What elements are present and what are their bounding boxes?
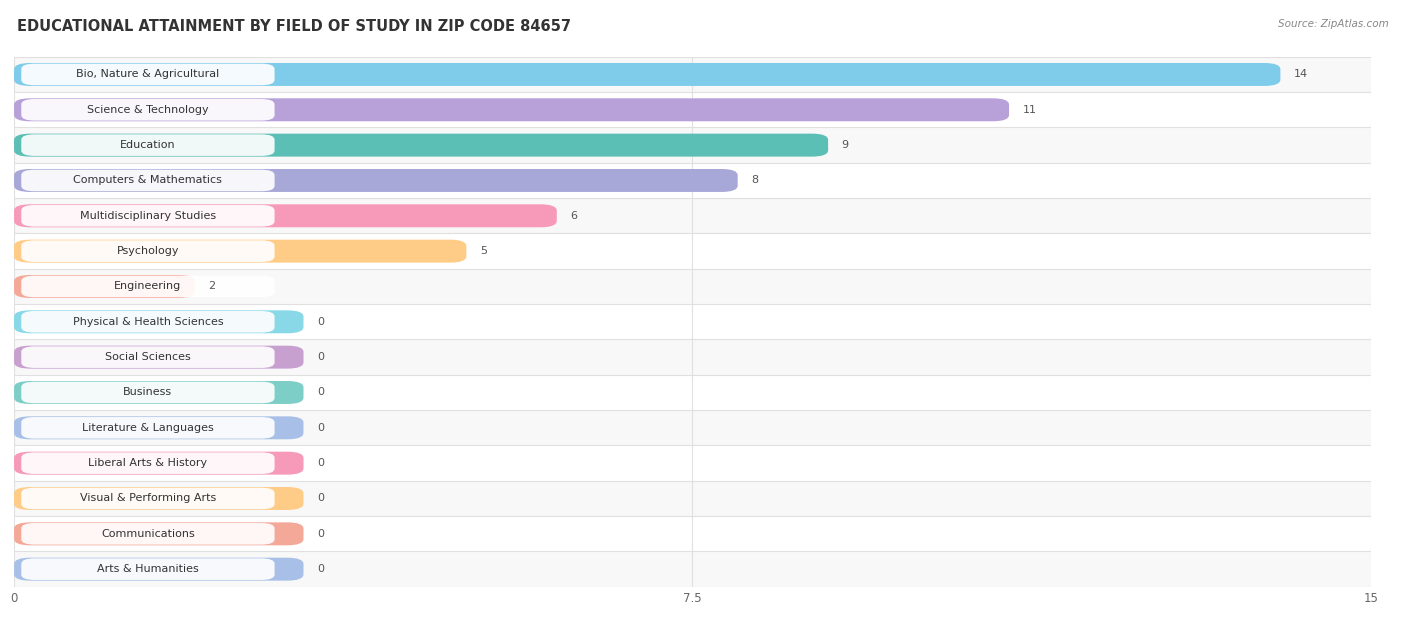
FancyBboxPatch shape <box>21 452 274 474</box>
Bar <box>14 92 1371 127</box>
Text: 0: 0 <box>318 493 323 504</box>
Bar <box>14 198 1371 233</box>
Bar <box>14 375 1371 410</box>
Text: 0: 0 <box>318 352 323 362</box>
FancyBboxPatch shape <box>21 134 274 156</box>
Text: 14: 14 <box>1294 69 1308 80</box>
Text: 0: 0 <box>318 387 323 398</box>
Text: Education: Education <box>120 140 176 150</box>
FancyBboxPatch shape <box>21 417 274 439</box>
Bar <box>14 516 1371 551</box>
Bar <box>14 127 1371 163</box>
Text: 0: 0 <box>318 564 323 574</box>
Text: Visual & Performing Arts: Visual & Performing Arts <box>80 493 217 504</box>
FancyBboxPatch shape <box>21 240 274 262</box>
FancyBboxPatch shape <box>21 558 274 580</box>
Text: Business: Business <box>124 387 173 398</box>
FancyBboxPatch shape <box>14 204 557 227</box>
Text: 9: 9 <box>842 140 849 150</box>
Bar <box>14 410 1371 445</box>
FancyBboxPatch shape <box>14 63 1281 86</box>
Text: Source: ZipAtlas.com: Source: ZipAtlas.com <box>1278 19 1389 29</box>
FancyBboxPatch shape <box>14 346 304 369</box>
Text: 2: 2 <box>208 281 215 292</box>
FancyBboxPatch shape <box>14 558 304 581</box>
Bar <box>14 339 1371 375</box>
Bar <box>14 233 1371 269</box>
Text: Arts & Humanities: Arts & Humanities <box>97 564 198 574</box>
Bar <box>14 445 1371 481</box>
Text: Bio, Nature & Agricultural: Bio, Nature & Agricultural <box>76 69 219 80</box>
Text: Psychology: Psychology <box>117 246 179 256</box>
FancyBboxPatch shape <box>14 381 304 404</box>
Text: 6: 6 <box>571 211 578 221</box>
FancyBboxPatch shape <box>14 240 467 262</box>
FancyBboxPatch shape <box>21 311 274 333</box>
Text: Science & Technology: Science & Technology <box>87 105 208 115</box>
Text: 0: 0 <box>318 458 323 468</box>
Text: 0: 0 <box>318 423 323 433</box>
Text: Communications: Communications <box>101 529 195 539</box>
Text: Liberal Arts & History: Liberal Arts & History <box>89 458 208 468</box>
Bar <box>14 481 1371 516</box>
Text: Social Sciences: Social Sciences <box>105 352 191 362</box>
FancyBboxPatch shape <box>14 522 304 545</box>
Bar <box>14 57 1371 92</box>
FancyBboxPatch shape <box>21 488 274 509</box>
FancyBboxPatch shape <box>21 64 274 85</box>
FancyBboxPatch shape <box>21 346 274 368</box>
Bar <box>14 163 1371 198</box>
FancyBboxPatch shape <box>14 275 195 298</box>
Bar <box>14 551 1371 587</box>
FancyBboxPatch shape <box>14 310 304 333</box>
FancyBboxPatch shape <box>21 276 274 297</box>
Bar <box>14 304 1371 339</box>
FancyBboxPatch shape <box>21 523 274 545</box>
FancyBboxPatch shape <box>21 382 274 403</box>
FancyBboxPatch shape <box>14 169 738 192</box>
Text: Physical & Health Sciences: Physical & Health Sciences <box>73 317 224 327</box>
FancyBboxPatch shape <box>21 170 274 191</box>
Text: Engineering: Engineering <box>114 281 181 292</box>
FancyBboxPatch shape <box>21 99 274 121</box>
Bar <box>14 269 1371 304</box>
FancyBboxPatch shape <box>21 205 274 227</box>
Text: EDUCATIONAL ATTAINMENT BY FIELD OF STUDY IN ZIP CODE 84657: EDUCATIONAL ATTAINMENT BY FIELD OF STUDY… <box>17 19 571 34</box>
Text: Literature & Languages: Literature & Languages <box>82 423 214 433</box>
Text: 8: 8 <box>751 175 758 186</box>
Text: Computers & Mathematics: Computers & Mathematics <box>73 175 222 186</box>
Text: Multidisciplinary Studies: Multidisciplinary Studies <box>80 211 217 221</box>
FancyBboxPatch shape <box>14 452 304 475</box>
FancyBboxPatch shape <box>14 487 304 510</box>
Text: 0: 0 <box>318 317 323 327</box>
FancyBboxPatch shape <box>14 416 304 439</box>
Text: 5: 5 <box>479 246 486 256</box>
FancyBboxPatch shape <box>14 98 1010 121</box>
FancyBboxPatch shape <box>14 134 828 156</box>
Text: 11: 11 <box>1022 105 1036 115</box>
Text: 0: 0 <box>318 529 323 539</box>
